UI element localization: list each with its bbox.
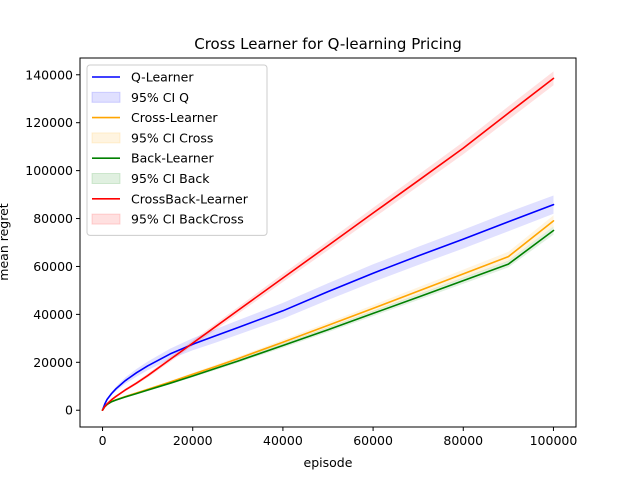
legend-label-cross-learner: Cross-Learner (131, 110, 218, 125)
legend-label-95-ci-cross: 95% CI Cross (131, 130, 213, 145)
y-axis-label: mean regret (0, 203, 11, 280)
series-line-crossback-learner (101, 77, 555, 412)
legend-box (86, 64, 268, 236)
legend-label-95-ci-back: 95% CI Back (131, 171, 210, 186)
confidence-bands (102, 71, 554, 411)
y-tick-label: 20000 (33, 355, 73, 370)
y-tick-label: 120000 (25, 115, 73, 130)
x-axis-label: episode (304, 455, 353, 470)
x-axis-ticks: 0 20000 40000 60000 80000 100000 (99, 427, 578, 448)
legend-label-crossback-learner: CrossBack-Learner (131, 191, 249, 206)
ci-band-q-learner (102, 195, 554, 411)
y-tick-label: 100000 (25, 163, 73, 178)
x-tick-label: 100000 (530, 433, 578, 448)
series-line-q-learner (101, 203, 555, 412)
series-lines (101, 77, 555, 412)
x-tick-label: 40000 (263, 433, 303, 448)
y-tick-label: 60000 (33, 259, 73, 274)
legend-patch-swatch-95-ci-cross (91, 132, 121, 144)
y-tick-label: 140000 (25, 67, 73, 82)
x-tick-label: 0 (99, 433, 107, 448)
legend-label-95-ci-backcross: 95% CI BackCross (131, 212, 244, 227)
y-tick-label: 0 (65, 403, 73, 418)
legend-label-q-learner: Q-Learner (131, 70, 194, 85)
plot-frame (79, 57, 577, 428)
legend: Q-Learner 95% CI Q Cross-Learner 95% CI Cro… (86, 64, 268, 236)
y-axis-ticks: 0 20000 40000 60000 80000 100000 120000 140000 (25, 67, 80, 418)
x-tick-label: 20000 (173, 433, 213, 448)
y-tick-label: 80000 (33, 211, 73, 226)
ci-band-crossback-learner (102, 71, 554, 411)
legend-patch-swatch-95-ci-backcross (91, 213, 121, 225)
x-tick-label: 80000 (443, 433, 483, 448)
x-tick-label: 60000 (353, 433, 393, 448)
legend-patch-swatch-95-ci-back (91, 173, 121, 184)
series-line-back-learner (101, 229, 555, 412)
legend-patch-swatch-95-ci-q (91, 91, 121, 103)
legend-label-95-ci-q: 95% CI Q (131, 90, 189, 105)
y-tick-label: 40000 (33, 307, 73, 322)
legend-label-back-learner: Back-Learner (131, 151, 214, 166)
chart-title: Cross Learner for Q-learning Pricing (194, 35, 462, 53)
